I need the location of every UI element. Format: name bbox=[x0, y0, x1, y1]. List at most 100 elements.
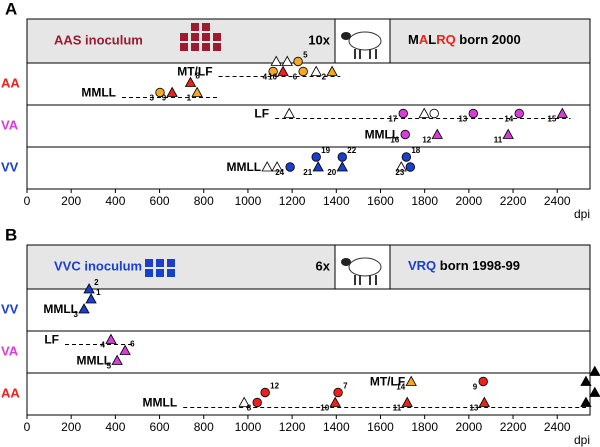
row-label: AA bbox=[1, 75, 20, 90]
group-label: LF bbox=[254, 107, 269, 121]
panel-letter: B bbox=[5, 225, 17, 244]
x-tick-label: 1800 bbox=[411, 194, 438, 208]
point-label: 5 bbox=[107, 362, 112, 371]
point bbox=[405, 162, 416, 172]
point bbox=[277, 65, 289, 76]
genotype-part: born 2000 bbox=[456, 32, 521, 47]
x-axis-label: dpi bbox=[574, 207, 590, 221]
point bbox=[502, 128, 514, 139]
point bbox=[238, 396, 250, 407]
point-label: 14 bbox=[396, 383, 405, 392]
point bbox=[326, 65, 338, 76]
x-tick-label: 800 bbox=[194, 194, 214, 208]
x-axis-label: dpi bbox=[574, 433, 590, 447]
point-label: 24 bbox=[275, 168, 284, 177]
x-tick-label: 1600 bbox=[367, 420, 394, 434]
inoculum-icon bbox=[213, 33, 221, 41]
x-tick-label: 400 bbox=[105, 194, 125, 208]
x-tick-label: 600 bbox=[150, 420, 170, 434]
point bbox=[401, 396, 413, 407]
point bbox=[580, 375, 592, 386]
point bbox=[589, 386, 600, 397]
point bbox=[514, 108, 524, 119]
x-tick-label: 800 bbox=[194, 420, 214, 434]
point bbox=[556, 107, 568, 118]
point bbox=[270, 55, 282, 66]
point-label: 22 bbox=[347, 146, 356, 155]
point bbox=[283, 107, 295, 118]
sheep-icon bbox=[341, 32, 351, 40]
point bbox=[405, 375, 417, 386]
row-label: VV bbox=[1, 159, 19, 174]
inoculum-icon bbox=[213, 43, 221, 51]
point bbox=[271, 161, 283, 172]
inoculum-icon bbox=[145, 259, 153, 267]
point bbox=[191, 86, 203, 97]
genotype-part: M bbox=[408, 32, 419, 47]
x-tick-label: 2200 bbox=[500, 194, 527, 208]
sheep-icon bbox=[341, 258, 351, 266]
group-label: MT/LF bbox=[370, 375, 405, 389]
banner bbox=[26, 244, 591, 290]
inoculum-icon bbox=[156, 259, 164, 267]
point-label: 7 bbox=[343, 382, 348, 391]
point-label: 14 bbox=[504, 115, 513, 124]
point bbox=[478, 396, 491, 407]
x-tick-label: 1400 bbox=[323, 420, 350, 434]
inoculum-icon bbox=[145, 269, 153, 277]
genotype: VRQ born 1998-99 bbox=[408, 258, 520, 273]
point bbox=[85, 293, 97, 304]
point bbox=[401, 152, 412, 162]
x-tick-label: 600 bbox=[150, 194, 170, 208]
x-tick-label: 1200 bbox=[279, 194, 306, 208]
x-tick-label: 200 bbox=[61, 420, 81, 434]
point-label: 19 bbox=[321, 146, 330, 155]
inoculum-icon bbox=[191, 33, 199, 41]
inoculum-icon bbox=[191, 43, 199, 51]
point-label: 10 bbox=[268, 73, 277, 82]
x-tick-label: 200 bbox=[61, 194, 81, 208]
group-label: LF bbox=[44, 333, 59, 347]
point-label: 2 bbox=[94, 278, 99, 287]
point bbox=[184, 76, 197, 87]
point bbox=[400, 129, 410, 140]
point-label: 3 bbox=[74, 310, 79, 319]
dose: 6x bbox=[316, 258, 331, 273]
genotype: MALRQ born 2000 bbox=[408, 32, 521, 47]
x-tick-label: 2400 bbox=[544, 194, 571, 208]
row-label: AA bbox=[1, 385, 20, 400]
row-label: VA bbox=[1, 117, 19, 132]
point-label: 13 bbox=[458, 115, 467, 124]
point bbox=[333, 387, 343, 398]
x-tick-label: 0 bbox=[24, 194, 31, 208]
point-label: 13 bbox=[469, 404, 478, 413]
point bbox=[478, 376, 488, 387]
point-label: 2 bbox=[322, 73, 327, 82]
x-tick-label: 2000 bbox=[456, 420, 483, 434]
point-label: 18 bbox=[411, 146, 420, 155]
x-tick-label: 1000 bbox=[235, 420, 262, 434]
point bbox=[83, 283, 95, 294]
point-label: 10 bbox=[320, 404, 329, 413]
point bbox=[311, 152, 321, 162]
point-label: 11 bbox=[494, 136, 503, 145]
point-label: 23 bbox=[395, 168, 404, 177]
point bbox=[268, 66, 278, 77]
point bbox=[395, 161, 407, 172]
inoculum-icon bbox=[202, 33, 210, 41]
point bbox=[398, 108, 408, 119]
sheep-icon bbox=[348, 257, 382, 277]
point bbox=[111, 354, 123, 365]
point-label: 21 bbox=[303, 168, 312, 177]
point bbox=[298, 66, 308, 77]
inoculum-icon bbox=[202, 23, 210, 31]
point bbox=[281, 55, 293, 66]
x-tick-label: 2200 bbox=[500, 420, 527, 434]
point-label: 6 bbox=[130, 340, 135, 349]
point-label: 1 bbox=[187, 94, 192, 103]
group-label: MMLL bbox=[365, 128, 400, 142]
group-label: MT/LF bbox=[177, 65, 212, 79]
point bbox=[468, 108, 478, 119]
inoculum: VVC inoculum bbox=[54, 258, 142, 273]
